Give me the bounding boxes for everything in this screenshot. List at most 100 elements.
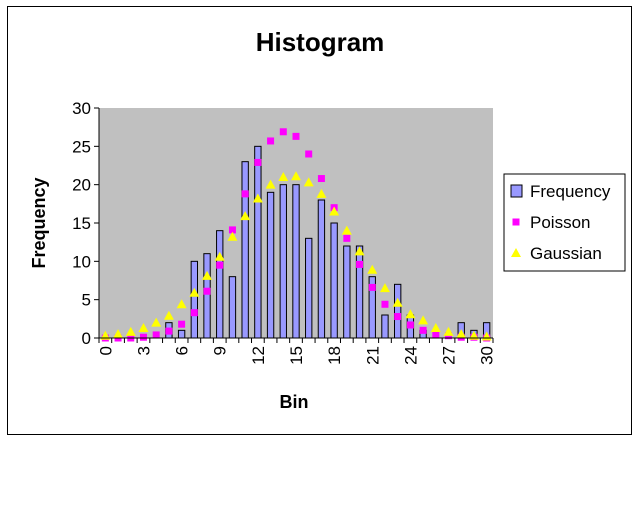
gaussian-point [278, 172, 289, 181]
poisson-point [432, 330, 440, 338]
poisson-point [190, 309, 198, 317]
poisson-point [317, 175, 325, 183]
gaussian-point [379, 283, 390, 293]
frequency-bar [266, 191, 275, 339]
x-axis-title: Bin [280, 392, 309, 412]
poisson-point [216, 261, 224, 269]
poisson-point [279, 128, 287, 136]
gaussian-legend-swatch [511, 248, 521, 257]
frequency-bar [305, 237, 313, 339]
poisson-point [406, 321, 414, 329]
gaussian-point [341, 225, 352, 235]
frequency-legend-label: Frequency [530, 182, 611, 201]
gaussian-point [468, 330, 479, 340]
poisson-point [356, 260, 364, 268]
poisson-point [419, 326, 427, 334]
gaussian-point [176, 299, 187, 309]
histogram-chart: Histogram 0 5 10 15 20 25 30 0 3 6 9 12 15 18 21 24 27 30… [29, 27, 626, 412]
gaussian-legend-label: Gaussian [530, 244, 602, 263]
y-tick-label: 25 [72, 137, 91, 156]
frequency-bar [216, 230, 224, 339]
y-tick-label: 30 [72, 99, 91, 118]
gaussian-point [125, 326, 136, 336]
frequency-legend-swatch [510, 184, 523, 198]
y-tick-label: 10 [72, 252, 91, 271]
y-tick-label: 5 [82, 291, 91, 310]
poisson-point [178, 320, 186, 328]
frequency-bar [177, 329, 186, 339]
x-tick-label: 9 [211, 346, 230, 355]
frequency-bar [330, 222, 338, 339]
frequency-bar [190, 260, 198, 339]
x-tick-label: 3 [134, 346, 153, 355]
frequency-bar [292, 184, 300, 339]
gaussian-point [138, 323, 149, 333]
chart-frame: Histogram 0 5 10 15 20 25 30 0 3 6 9 12 15 18 21 24 27 30… [7, 6, 632, 435]
gaussian-point [303, 177, 314, 187]
frequency-bar [203, 253, 211, 339]
x-tick-label: 6 [173, 346, 192, 355]
poisson-point [203, 287, 211, 295]
gaussian-point [163, 310, 174, 320]
legend: Frequency Poisson Gaussian [503, 173, 626, 272]
gaussian-point [291, 171, 301, 181]
frequency-bar [381, 314, 389, 339]
frequency-bar [279, 184, 287, 339]
frequency-bar [241, 161, 249, 339]
x-tick-label: 27 [440, 346, 459, 365]
chart-title: Histogram [256, 27, 385, 57]
gaussian-point [443, 326, 454, 336]
frequency-bar [254, 145, 262, 339]
poisson-point [267, 137, 275, 145]
frequency-bar [343, 245, 351, 339]
poisson-point [368, 283, 376, 291]
poisson-point [228, 226, 236, 234]
x-tick-label: 0 [96, 346, 115, 355]
x-tick-label: 21 [363, 346, 382, 365]
frequency-bar [394, 283, 402, 339]
frequency-bar [228, 276, 237, 339]
gaussian-point [265, 179, 276, 189]
poisson-point [394, 313, 402, 321]
frequency-bar [317, 199, 326, 339]
gaussian-point [405, 309, 416, 319]
poisson-point [139, 333, 147, 341]
poisson-legend-label: Poisson [530, 213, 590, 232]
poisson-point [241, 190, 249, 198]
gaussian-point [329, 206, 340, 216]
gaussian-point [240, 211, 251, 221]
poisson-legend-swatch [512, 218, 520, 226]
poisson-point [343, 234, 351, 242]
gaussian-point [456, 329, 467, 339]
gaussian-point [202, 270, 213, 280]
gaussian-point [227, 231, 238, 241]
legend-box [503, 173, 626, 272]
x-tick-label: 18 [325, 346, 344, 365]
gaussian-point [100, 330, 111, 340]
x-tick-label: 30 [478, 346, 497, 365]
gaussian-point [392, 297, 403, 307]
gaussian-point [189, 287, 200, 297]
frequency-bar [355, 245, 364, 339]
poisson-point [254, 158, 262, 166]
gaussian-point [151, 317, 162, 327]
gaussian-point [113, 329, 124, 339]
poisson-point [152, 331, 160, 339]
poisson-point [305, 150, 313, 158]
poisson-point [381, 300, 389, 308]
x-tick-label: 12 [249, 346, 268, 365]
y-axis-title: Frequency [29, 177, 49, 268]
x-tick-label: 15 [287, 346, 306, 365]
y-tick-label: 15 [72, 214, 91, 233]
gaussian-point [316, 188, 327, 198]
gaussian-point [367, 264, 378, 274]
gaussian-point [354, 246, 365, 256]
gaussian-point [252, 193, 263, 203]
y-tick-label: 0 [82, 329, 91, 348]
y-tick-label: 20 [72, 176, 91, 195]
poisson-point [165, 327, 173, 335]
gaussian-point [418, 315, 429, 325]
poisson-point [292, 132, 300, 140]
gaussian-point [430, 323, 441, 333]
x-tick-label: 24 [401, 346, 420, 365]
